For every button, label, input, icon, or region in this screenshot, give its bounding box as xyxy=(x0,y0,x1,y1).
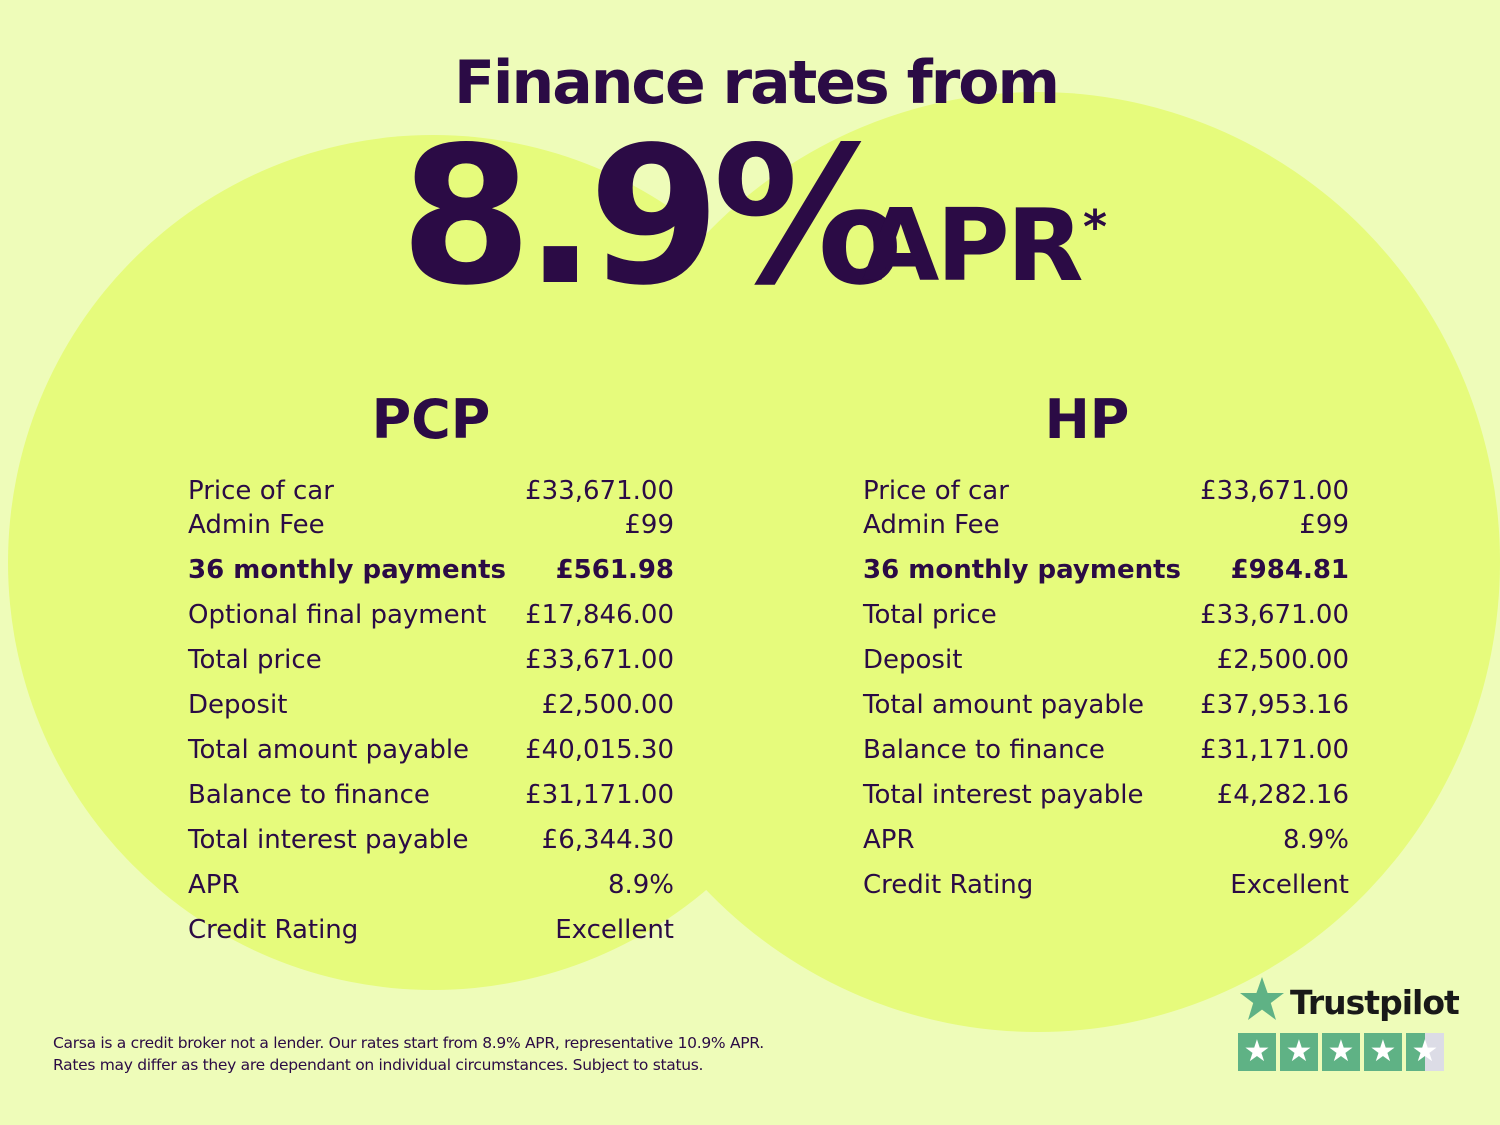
row-label: 36 monthly payments xyxy=(188,555,506,585)
disclaimer: Carsa is a credit broker not a lender. O… xyxy=(53,1032,764,1076)
row-value: £17,846.00 xyxy=(525,600,674,630)
trustpilot-name: Trustpilot xyxy=(1290,983,1460,1022)
row-label: Deposit xyxy=(188,690,288,720)
disclaimer-line: Carsa is a credit broker not a lender. O… xyxy=(53,1034,764,1052)
table-row: Balance to finance £31,171.00 xyxy=(188,778,674,823)
table-row: APR 8.9% xyxy=(863,823,1349,868)
table-row: Deposit £2,500.00 xyxy=(188,688,674,733)
table-row: Total interest payable £6,344.30 xyxy=(188,823,674,868)
row-value: £31,171.00 xyxy=(525,780,674,810)
row-value: £561.98 xyxy=(555,555,674,585)
headline-title: Finance rates from xyxy=(453,48,1060,118)
row-value: 8.9% xyxy=(1282,825,1349,855)
row-value: £33,671.00 xyxy=(1200,600,1349,630)
rating-star-icon: ★ xyxy=(1322,1033,1360,1071)
table-row: Optional final payment £17,846.00 xyxy=(188,598,674,643)
headline-asterisk: * xyxy=(1083,200,1108,254)
background-circle-right xyxy=(575,92,1500,1032)
pcp-heading: PCP xyxy=(371,388,491,451)
table-row: Total amount payable £40,015.30 xyxy=(188,733,674,778)
star-rating: ★ ★ ★ ★ ★ xyxy=(1238,1033,1444,1071)
row-label: APR xyxy=(863,825,915,855)
row-label: Total price xyxy=(188,645,322,675)
row-value: Excellent xyxy=(1230,870,1349,900)
row-value: £33,671.00 xyxy=(1200,476,1349,506)
row-value: £984.81 xyxy=(1230,555,1349,585)
row-label: Optional final payment xyxy=(188,600,487,630)
row-value: Excellent xyxy=(555,915,674,945)
trustpilot-star-icon xyxy=(1240,977,1284,1020)
row-value: 8.9% xyxy=(607,870,674,900)
row-value: £33,671.00 xyxy=(525,645,674,675)
table-row: APR 8.9% xyxy=(188,868,674,913)
row-value: £4,282.16 xyxy=(1216,780,1349,810)
table-row: Total amount payable £37,953.16 xyxy=(863,688,1349,733)
table-row: Total price £33,671.00 xyxy=(863,598,1349,643)
row-label: Total interest payable xyxy=(863,780,1144,810)
row-label: Deposit xyxy=(863,645,963,675)
row-value: £2,500.00 xyxy=(541,690,674,720)
row-value: £99 xyxy=(624,510,674,540)
row-label: Total price xyxy=(863,600,997,630)
row-value: £31,171.00 xyxy=(1200,735,1349,765)
table-row: Deposit £2,500.00 xyxy=(863,643,1349,688)
hp-heading: HP xyxy=(1044,388,1130,451)
row-label: APR xyxy=(188,870,240,900)
headline-rate: 8.9% xyxy=(400,106,903,327)
row-label: Admin Fee xyxy=(188,510,325,540)
disclaimer-line: Rates may differ as they are dependant o… xyxy=(53,1056,704,1074)
table-row: Total price £33,671.00 xyxy=(188,643,674,688)
rating-star-icon: ★ xyxy=(1238,1033,1276,1071)
row-label: Total amount payable xyxy=(188,735,470,765)
table-row: Credit Rating Excellent xyxy=(188,913,674,958)
row-label: Credit Rating xyxy=(188,915,359,945)
table-row: Balance to finance £31,171.00 xyxy=(863,733,1349,778)
row-value: £6,344.30 xyxy=(541,825,674,855)
row-value: £33,671.00 xyxy=(525,476,674,506)
pcp-table: Price of car £33,671.00 Admin Fee £99 36 mon… xyxy=(188,474,674,958)
row-label: Admin Fee xyxy=(863,510,1000,540)
row-label: Balance to finance xyxy=(863,735,1105,765)
rating-star-icon: ★ xyxy=(1280,1033,1318,1071)
row-label: Balance to finance xyxy=(188,780,430,810)
table-row: Admin Fee £99 xyxy=(188,508,674,553)
row-label: Price of car xyxy=(863,476,1009,506)
rating-star-icon: ★ xyxy=(1364,1033,1402,1071)
headline-apr: APR xyxy=(862,187,1084,304)
table-row: 36 monthly payments £561.98 xyxy=(188,553,674,598)
table-row: 36 monthly payments £984.81 xyxy=(863,553,1349,598)
row-label: 36 monthly payments xyxy=(863,555,1181,585)
hp-table: Price of car £33,671.00 Admin Fee £99 36 mon… xyxy=(863,474,1349,913)
row-value: £37,953.16 xyxy=(1200,690,1349,720)
row-value: £99 xyxy=(1299,510,1349,540)
table-row: Price of car £33,671.00 xyxy=(188,474,674,508)
table-row: Admin Fee £99 xyxy=(863,508,1349,553)
row-label: Price of car xyxy=(188,476,334,506)
row-value: £2,500.00 xyxy=(1216,645,1349,675)
row-label: Total amount payable xyxy=(863,690,1145,720)
table-row: Price of car £33,671.00 xyxy=(863,474,1349,508)
row-label: Credit Rating xyxy=(863,870,1034,900)
rating-star-icon: ★ xyxy=(1406,1033,1444,1071)
table-row: Credit Rating Excellent xyxy=(863,868,1349,913)
row-label: Total interest payable xyxy=(188,825,469,855)
row-value: £40,015.30 xyxy=(525,735,674,765)
table-row: Total interest payable £4,282.16 xyxy=(863,778,1349,823)
